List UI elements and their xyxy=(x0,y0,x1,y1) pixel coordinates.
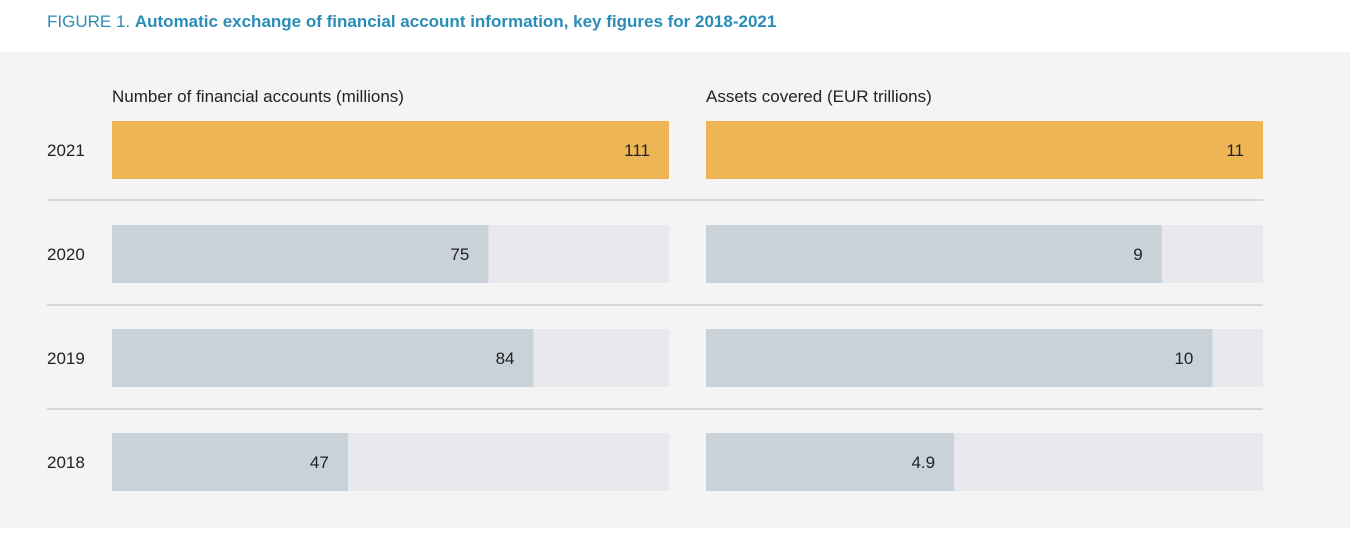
bar xyxy=(112,329,534,387)
year-label: 2018 xyxy=(47,453,85,472)
bar xyxy=(112,433,348,491)
figure-number: FIGURE 1. xyxy=(47,12,131,31)
bar-chart: Number of financial accounts (millions) A… xyxy=(47,87,1263,491)
data-label: 84 xyxy=(496,349,515,368)
figure-title: FIGURE 1. Automatic exchange of financia… xyxy=(47,12,776,32)
figure-heading: Automatic exchange of financial account … xyxy=(134,12,777,31)
column-header: Assets covered (EUR trillions) xyxy=(706,87,932,106)
bar xyxy=(706,329,1213,387)
year-label: 2019 xyxy=(47,349,85,368)
bar xyxy=(706,433,955,491)
data-label: 11 xyxy=(1226,141,1244,160)
bar xyxy=(706,225,1162,283)
data-label: 4.9 xyxy=(911,453,935,472)
column-header: Number of financial accounts (millions) xyxy=(112,87,404,106)
year-label: 2020 xyxy=(47,245,85,264)
data-label: 75 xyxy=(450,245,469,264)
bar xyxy=(706,121,1263,179)
data-label: 10 xyxy=(1174,349,1193,368)
year-label: 2021 xyxy=(47,141,85,160)
data-label: 47 xyxy=(310,453,329,472)
data-label: 111 xyxy=(624,141,650,160)
bar xyxy=(112,225,489,283)
bar xyxy=(112,121,669,179)
data-label: 9 xyxy=(1133,245,1142,264)
